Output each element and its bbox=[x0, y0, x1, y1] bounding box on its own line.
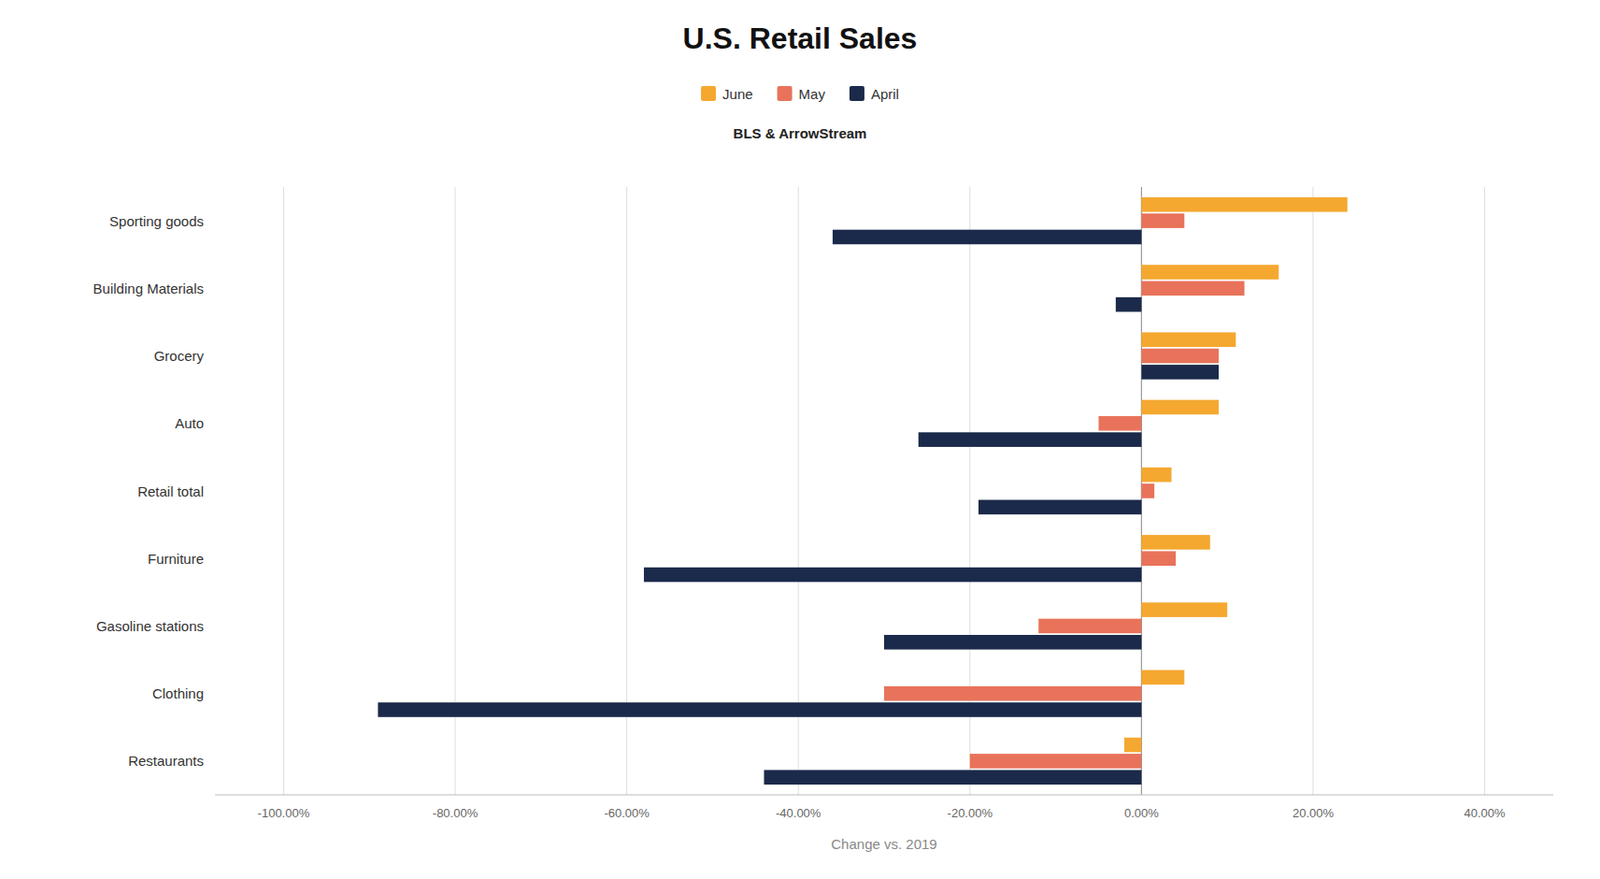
subtitle: BLS & ArrowStream bbox=[733, 125, 868, 142]
x-tick-label: -40.00% bbox=[775, 805, 822, 820]
bar bbox=[763, 769, 1142, 785]
bar bbox=[1141, 213, 1185, 229]
grid-line bbox=[1312, 186, 1314, 795]
bar bbox=[1141, 550, 1176, 566]
x-tick-labels: -100.00% -80.00% -60.00% -40.00% -20.00% 0.00… bbox=[257, 805, 1506, 820]
bar bbox=[1141, 348, 1219, 364]
legend-swatch bbox=[700, 85, 716, 101]
bar bbox=[978, 500, 1142, 515]
bar bbox=[1124, 737, 1142, 753]
bars bbox=[377, 197, 1347, 785]
bar bbox=[1141, 364, 1219, 380]
bar bbox=[1141, 670, 1185, 686]
bar bbox=[832, 229, 1142, 245]
bar bbox=[643, 567, 1142, 583]
x-tick-label: 0.00% bbox=[1124, 805, 1159, 820]
category-label: Restaurants bbox=[128, 752, 204, 769]
category-label: Gasoline stations bbox=[96, 617, 204, 634]
legend-label: June bbox=[722, 85, 754, 102]
bar bbox=[918, 431, 1143, 447]
bar bbox=[1141, 534, 1210, 550]
bar bbox=[1141, 400, 1219, 415]
bar bbox=[377, 701, 1142, 717]
bar bbox=[1038, 618, 1142, 634]
category-label: Sporting goods bbox=[109, 213, 204, 229]
x-axis-label: Change vs. 2019 bbox=[830, 835, 937, 852]
grid bbox=[283, 186, 1485, 795]
bar bbox=[1141, 483, 1155, 499]
category-label: Clothing bbox=[152, 685, 204, 701]
bar bbox=[1098, 415, 1142, 431]
legend: June May April bbox=[700, 85, 900, 102]
bar bbox=[1141, 467, 1172, 483]
category-label: Furniture bbox=[147, 550, 204, 567]
bar bbox=[1141, 197, 1347, 213]
chart-svg: U.S. Retail Sales June May April BLS & Arrow… bbox=[0, 0, 1600, 879]
bar bbox=[1141, 281, 1244, 297]
category-label: Grocery bbox=[154, 347, 205, 364]
category-label: Building Materials bbox=[93, 280, 204, 297]
category-label: Retail total bbox=[137, 483, 204, 500]
grid-line bbox=[283, 186, 285, 795]
legend-label: May bbox=[799, 85, 827, 102]
x-tick-label: 20.00% bbox=[1292, 805, 1335, 820]
legend-swatch bbox=[777, 85, 793, 101]
x-tick-label: -60.00% bbox=[603, 805, 650, 820]
bar bbox=[1141, 264, 1279, 280]
legend-item: May bbox=[777, 85, 827, 102]
bar bbox=[884, 685, 1142, 701]
grid-line bbox=[1484, 186, 1486, 795]
chart-container: U.S. Retail Sales June May April BLS & Arrow… bbox=[0, 0, 1600, 879]
bar bbox=[1141, 331, 1236, 347]
x-tick-label: -80.00% bbox=[432, 805, 479, 820]
x-tick-label: 40.00% bbox=[1464, 805, 1507, 820]
x-tick-label: -20.00% bbox=[947, 805, 994, 820]
background bbox=[0, 0, 1600, 879]
legend-swatch bbox=[849, 85, 865, 101]
title: U.S. Retail Sales bbox=[683, 21, 918, 56]
bar bbox=[970, 753, 1143, 769]
bar bbox=[884, 634, 1142, 650]
legend-item: April bbox=[849, 85, 900, 102]
legend-label: April bbox=[871, 85, 900, 102]
x-axis-line bbox=[214, 794, 1554, 796]
y-tick-labels: Sporting goods Building Materials Grocery A… bbox=[93, 213, 205, 770]
legend-item: June bbox=[700, 85, 754, 102]
bar bbox=[1141, 601, 1228, 617]
bar bbox=[1115, 297, 1143, 313]
category-label: Auto bbox=[174, 414, 204, 431]
x-tick-label: -100.00% bbox=[257, 805, 311, 820]
